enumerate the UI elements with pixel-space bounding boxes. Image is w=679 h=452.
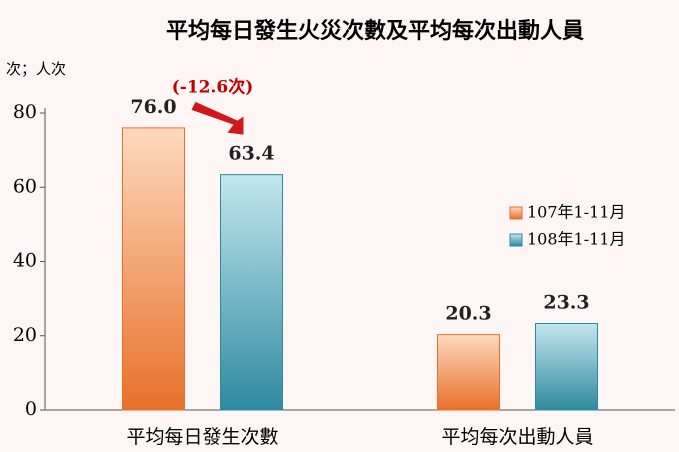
page: 平均每日發生火災次數及平均每次出動人員 次；人次 0 20 40 60 80 平均每日發生… — [0, 0, 679, 452]
bar — [221, 175, 283, 410]
value-label: 76.0 — [130, 96, 176, 118]
value-label: 20.3 — [445, 303, 491, 325]
legend-label: 107年1-11月 — [527, 203, 626, 222]
y-tick-label: 0 — [25, 398, 37, 420]
chart-title: 平均每日發生火災次數及平均每次出動人員 — [166, 18, 584, 44]
value-label: 63.4 — [228, 143, 274, 165]
bar — [536, 323, 598, 410]
bar — [438, 335, 500, 410]
y-unit: 次；人次 — [6, 60, 66, 78]
annotation: (-12.6次) — [172, 76, 254, 97]
legend-swatch — [510, 234, 522, 246]
y-tick-label: 60 — [13, 175, 37, 197]
chart: 平均每日發生火災次數及平均每次出動人員 次；人次 0 20 40 60 80 平均每日發生… — [0, 0, 679, 452]
legend-swatch — [510, 207, 522, 219]
x-tick-label: 平均每次出動人員 — [441, 426, 593, 448]
y-tick-label: 40 — [13, 250, 37, 272]
bar — [123, 128, 185, 410]
y-tick-label: 20 — [13, 324, 37, 346]
y-tick-label: 80 — [13, 101, 37, 123]
legend-label: 108年1-11月 — [527, 230, 626, 249]
value-label: 23.3 — [543, 291, 589, 313]
x-tick-label: 平均每日發生次數 — [126, 426, 278, 448]
